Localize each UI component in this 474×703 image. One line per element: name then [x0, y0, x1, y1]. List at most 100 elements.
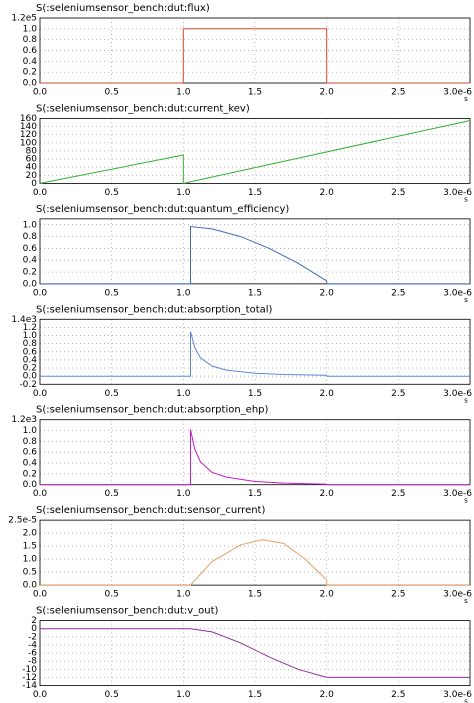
- y-tick-label: -6: [28, 649, 37, 659]
- y-tick-label: 160: [20, 114, 37, 124]
- x-axis-label: s: [464, 95, 468, 103]
- x-tick-label: 3.0e-6: [443, 88, 472, 98]
- x-tick-label: 2.5: [391, 288, 405, 298]
- data-line: [39, 120, 471, 185]
- y-tick-label: 0.5: [23, 568, 37, 578]
- y-tick-label: 140: [20, 122, 37, 132]
- x-axis-label: s: [464, 195, 468, 203]
- y-tick-label: 0.4: [23, 355, 38, 365]
- y-tick-label: 0.2: [23, 68, 37, 78]
- x-tick-label: 3.0e-6: [443, 489, 472, 499]
- y-tick-label: 1.4e3: [11, 315, 37, 325]
- x-tick-label: 0.5: [105, 590, 119, 600]
- x-tick-label: 2.0: [320, 188, 335, 198]
- x-tick-label: 1.5: [248, 590, 262, 600]
- x-tick-label: 1.0: [176, 389, 191, 399]
- x-axis-label: s: [464, 597, 468, 605]
- chart-title: S(:seleniumsensor_bench:dut:sensor_curre…: [36, 505, 265, 516]
- x-axis-label: s: [464, 296, 468, 304]
- y-tick-label: 0.0: [23, 79, 38, 89]
- y-tick-label: 0.6: [23, 448, 38, 458]
- plot-frame: [39, 519, 471, 586]
- x-tick-label: 1.5: [248, 288, 262, 298]
- chart-title: S(:seleniumsensor_bench:dut:flux): [36, 3, 210, 14]
- plot-frame: [39, 318, 471, 385]
- x-tick-label: 2.0: [320, 690, 335, 700]
- x-tick-label: 1.5: [248, 88, 262, 98]
- x-tick-label: 1.5: [248, 690, 262, 700]
- y-tick-label: -10: [22, 665, 37, 675]
- x-tick-label: 1.0: [176, 690, 191, 700]
- x-tick-label: 1.0: [176, 590, 191, 600]
- x-tick-label: 0.0: [33, 489, 48, 499]
- y-tick-label: 0.8: [23, 35, 38, 45]
- chart-title: S(:seleniumsensor_bench:dut:absorption_t…: [36, 304, 273, 315]
- x-axis-label: s: [464, 497, 468, 505]
- x-tick-label: 3.0e-6: [443, 188, 472, 198]
- x-tick-label: 1.0: [176, 88, 191, 98]
- plot-frame: [39, 620, 471, 686]
- data-line: [40, 429, 470, 486]
- y-tick-label: 0.2: [23, 364, 37, 374]
- y-tick-label: 1.5: [23, 542, 37, 552]
- x-tick-label: 0.5: [105, 288, 119, 298]
- y-tick-label: 20: [26, 171, 38, 181]
- data-line: [40, 28, 470, 84]
- x-tick-label: 0.0: [33, 590, 48, 600]
- chart-title: S(:seleniumsensor_bench:dut:current_kev): [36, 103, 250, 114]
- x-tick-label: 2.0: [320, 389, 335, 399]
- x-tick-label: 0.5: [105, 389, 119, 399]
- y-tick-label: -14: [22, 681, 37, 691]
- x-tick-label: 1.5: [248, 489, 262, 499]
- x-tick-label: 0.0: [33, 690, 48, 700]
- y-tick-label: 0.8: [23, 232, 38, 242]
- y-tick-label: 0.0: [23, 480, 38, 490]
- y-tick-label: 1.0: [23, 426, 38, 436]
- x-tick-label: 0.5: [105, 489, 119, 499]
- x-tick-label: 1.5: [248, 188, 262, 198]
- x-tick-label: 1.0: [176, 489, 191, 499]
- x-tick-label: 0.0: [33, 288, 48, 298]
- chart-title: S(:seleniumsensor_bench:dut:quantum_effi…: [36, 204, 289, 215]
- x-tick-label: 1.0: [176, 288, 191, 298]
- y-tick-label: -4: [28, 640, 37, 650]
- x-tick-label: 0.5: [105, 690, 119, 700]
- data-line: [40, 539, 470, 586]
- plot-frame: [39, 118, 471, 184]
- x-tick-label: 2.0: [320, 590, 335, 600]
- y-tick-label: 100: [20, 138, 37, 148]
- x-tick-label: 2.5: [391, 88, 405, 98]
- data-line: [40, 331, 470, 377]
- y-tick-label: 40: [26, 163, 38, 173]
- y-tick-label: 0.2: [23, 268, 37, 278]
- x-axis-label: s: [464, 396, 468, 404]
- y-tick-label: 1.0: [23, 24, 38, 34]
- x-axis-label: s: [464, 698, 468, 703]
- x-tick-label: 1.0: [176, 188, 191, 198]
- x-tick-label: 2.0: [320, 288, 335, 298]
- y-tick-label: 0.8: [23, 437, 38, 447]
- y-tick-label: 1.2e5: [11, 14, 37, 24]
- y-tick-label: 2.5e-5: [8, 516, 37, 526]
- y-tick-label: 0.4: [23, 256, 38, 266]
- y-tick-label: -2: [28, 632, 37, 642]
- y-tick-label: 2: [31, 616, 37, 626]
- x-tick-label: 0.0: [33, 389, 48, 399]
- x-tick-label: 1.5: [248, 389, 262, 399]
- y-tick-label: 0: [31, 624, 37, 634]
- y-tick-label: -0.2: [19, 380, 37, 390]
- y-tick-label: 0.0: [23, 372, 38, 382]
- data-line: [40, 225, 470, 285]
- y-tick-label: 2.0: [23, 529, 38, 539]
- y-tick-label: 1.0: [23, 555, 38, 565]
- x-tick-label: 0.5: [105, 188, 119, 198]
- y-tick-label: 0.8: [23, 339, 38, 349]
- x-tick-label: 2.5: [391, 690, 405, 700]
- y-tick-label: 0: [31, 179, 37, 189]
- y-tick-label: 60: [26, 155, 38, 165]
- y-tick-label: 80: [26, 146, 38, 156]
- y-tick-label: 0.0: [23, 279, 38, 289]
- x-tick-label: 2.5: [391, 590, 405, 600]
- y-tick-label: 1.2e3: [11, 415, 37, 425]
